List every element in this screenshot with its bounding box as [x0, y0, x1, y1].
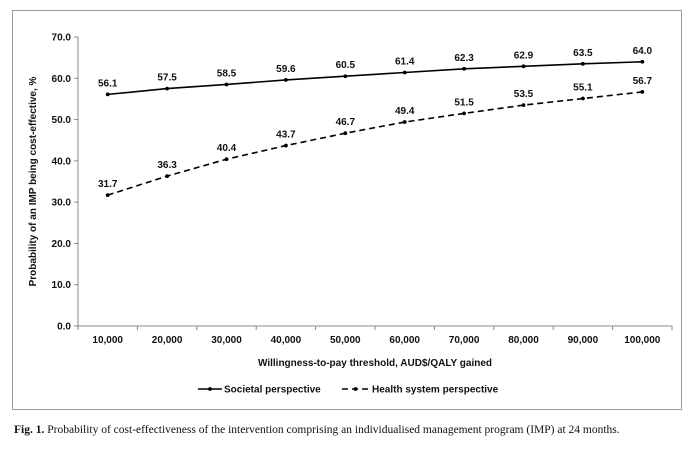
- y-axis-ticks: 0.0 10.0 20.0 30.0 40.0 50.0 60.0 70.0: [52, 33, 78, 333]
- data-label: 62.3: [454, 53, 474, 64]
- data-label: 40.4: [217, 143, 237, 154]
- data-point: [165, 174, 170, 179]
- line-chart: 0.0 10.0 20.0 30.0 40.0 50.0 60.0 70.0 10,000 20…: [28, 33, 673, 396]
- legend-label-health-system: Health system perspective: [372, 385, 499, 396]
- data-label: 46.7: [336, 117, 356, 128]
- data-point: [224, 82, 229, 87]
- x-tick-label: 90,000: [568, 335, 599, 346]
- figure-caption-label: Fig. 1.: [14, 424, 45, 436]
- data-label: 36.3: [157, 160, 177, 171]
- data-label: 59.6: [276, 64, 296, 75]
- x-axis-label: Willingness-to-pay threshold, AUD$/QALY …: [258, 358, 492, 369]
- data-label: 60.5: [336, 60, 356, 71]
- data-point: [284, 78, 288, 82]
- x-tick-label: 70,000: [449, 335, 480, 346]
- data-point: [521, 103, 526, 108]
- data-point: [105, 193, 110, 198]
- x-axis-ticks: 10,000 20,000 30,000 40,000 50,000 60,000 70,0…: [77, 326, 673, 346]
- y-tick-label: 70.0: [52, 33, 72, 44]
- series-line-societal: [107, 60, 643, 96]
- data-point: [284, 143, 288, 148]
- y-tick-label: 60.0: [52, 74, 72, 85]
- legend-marker-societal: [208, 387, 212, 391]
- y-tick-label: 0.0: [57, 322, 71, 333]
- data-point: [402, 70, 407, 75]
- legend-item-societal: Societal perspective: [198, 385, 321, 396]
- data-point: [343, 131, 348, 136]
- x-tick-label: 50,000: [330, 335, 361, 346]
- data-label: 55.1: [573, 83, 593, 94]
- legend-item-health-system: Health system perspective: [342, 385, 499, 396]
- x-tick-label: 100,000: [624, 335, 661, 346]
- x-tick-label: 20,000: [152, 335, 183, 346]
- data-label: 43.7: [276, 130, 296, 141]
- data-label: 53.5: [514, 89, 534, 100]
- data-label: 56.7: [633, 76, 653, 87]
- legend: Societal perspective Health system persp…: [198, 385, 499, 396]
- data-point: [640, 90, 645, 94]
- figure-caption: Fig. 1. Probability of cost-effectivenes…: [14, 424, 690, 436]
- y-tick-label: 10.0: [52, 280, 72, 291]
- data-labels: 56.1 57.5 58.5 59.6 60.5 61.4 62.3 62.9 63.5 64.0…: [98, 46, 653, 190]
- data-label: 51.5: [454, 97, 474, 108]
- legend-label-societal: Societal perspective: [224, 385, 321, 396]
- series-line-health-system: [107, 91, 643, 196]
- data-label: 56.1: [98, 78, 118, 89]
- data-point: [462, 111, 466, 116]
- data-label: 49.4: [395, 106, 415, 117]
- data-point: [581, 96, 585, 101]
- data-point: [640, 59, 645, 64]
- series-lines: [105, 59, 645, 198]
- data-label: 31.7: [98, 179, 118, 190]
- data-label: 57.5: [157, 73, 177, 84]
- data-point: [521, 64, 526, 69]
- data-label: 62.9: [514, 50, 534, 61]
- y-axis-label: Probability of an IMP being cost-effecti…: [28, 76, 39, 286]
- figure-frame: [12, 10, 682, 410]
- y-tick-label: 50.0: [52, 115, 72, 126]
- figure-caption-text: Probability of cost-effectiveness of the…: [47, 424, 620, 436]
- data-point: [462, 66, 466, 71]
- legend-marker-health-system: [353, 387, 358, 391]
- data-label: 61.4: [395, 57, 415, 68]
- x-tick-label: 60,000: [389, 335, 420, 346]
- y-tick-label: 30.0: [52, 198, 72, 209]
- x-tick-label: 10,000: [92, 335, 123, 346]
- x-tick-label: 80,000: [508, 335, 539, 346]
- data-label: 64.0: [633, 46, 653, 57]
- data-label: 63.5: [573, 48, 593, 59]
- x-tick-label: 30,000: [211, 335, 242, 346]
- data-point: [165, 86, 170, 91]
- data-point: [105, 92, 110, 97]
- x-tick-label: 40,000: [271, 335, 302, 346]
- data-point: [581, 61, 585, 66]
- y-tick-label: 40.0: [52, 156, 72, 167]
- y-tick-label: 20.0: [52, 239, 72, 250]
- data-label: 58.5: [217, 68, 237, 79]
- data-point: [224, 157, 229, 162]
- data-point: [402, 120, 407, 124]
- data-point: [343, 74, 348, 79]
